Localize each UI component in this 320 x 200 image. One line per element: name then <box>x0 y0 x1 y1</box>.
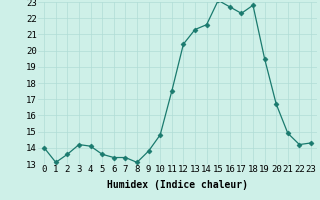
X-axis label: Humidex (Indice chaleur): Humidex (Indice chaleur) <box>107 180 248 190</box>
